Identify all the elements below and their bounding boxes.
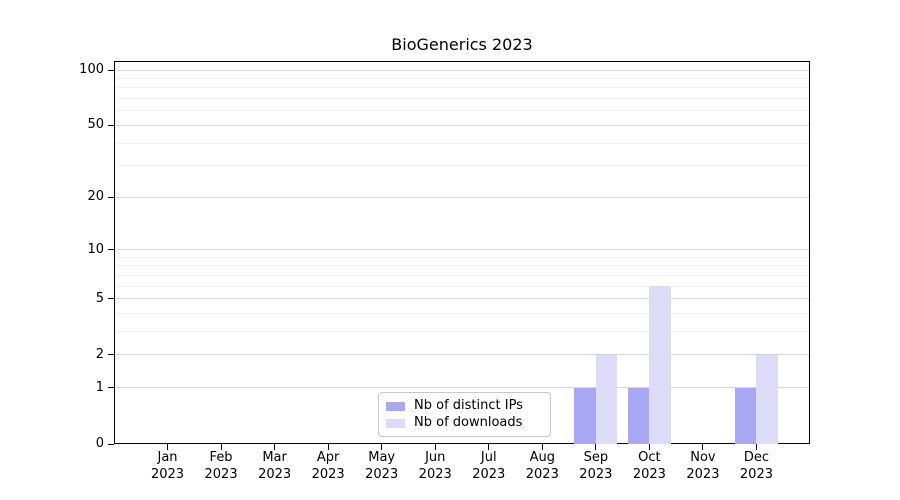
legend-swatch-downloads — [386, 418, 405, 428]
y-gridline-major — [115, 354, 809, 356]
y-gridline-minor — [115, 275, 809, 277]
y-tick-label: 5 — [95, 290, 104, 306]
y-tick-label: 2 — [95, 346, 104, 362]
y-gridline-minor — [115, 331, 809, 333]
chart-title: BioGenerics 2023 — [391, 35, 533, 54]
y-gridline-minor — [115, 78, 809, 80]
y-gridline-major — [115, 124, 809, 126]
x-tick-mark — [595, 444, 597, 450]
x-tick-label: Aug 2023 — [525, 450, 559, 482]
y-tick-mark — [108, 387, 114, 389]
legend: Nb of distinct IPs Nb of downloads — [378, 392, 551, 437]
x-tick-label: Jul 2023 — [472, 450, 506, 482]
x-tick-label: Dec 2023 — [739, 450, 773, 482]
y-tick-label: 50 — [87, 117, 104, 133]
y-gridline-minor — [115, 313, 809, 315]
y-gridline-minor — [115, 87, 809, 89]
y-gridline-minor — [115, 110, 809, 112]
bar-distinct-ips — [734, 387, 757, 444]
x-tick-mark — [274, 444, 276, 450]
bar-downloads — [595, 354, 618, 444]
bar-downloads — [756, 354, 778, 444]
bar-distinct-ips — [574, 387, 596, 444]
y-gridline-major — [115, 196, 809, 198]
y-gridline-minor — [115, 142, 809, 144]
y-tick-mark — [108, 443, 114, 445]
x-tick-mark — [434, 444, 436, 450]
y-tick-mark — [108, 124, 114, 126]
bar-downloads — [649, 286, 671, 444]
x-tick-mark — [541, 444, 543, 450]
y-tick-label: 1 — [95, 379, 104, 395]
y-gridline-major — [115, 249, 809, 251]
y-tick-mark — [108, 354, 114, 356]
y-gridline-major — [115, 69, 809, 71]
x-tick-mark — [755, 444, 757, 450]
x-tick-label: Mar 2023 — [258, 450, 292, 482]
legend-item-downloads: Nb of downloads — [386, 415, 542, 431]
y-tick-label: 0 — [95, 436, 104, 451]
x-tick-mark — [327, 444, 329, 450]
y-gridline-minor — [115, 265, 809, 267]
y-tick-label: 20 — [87, 189, 104, 205]
bar-distinct-ips — [627, 387, 650, 444]
x-tick-mark — [488, 444, 490, 450]
y-tick-mark — [108, 196, 114, 198]
legend-swatch-distinct-ips — [386, 401, 405, 411]
y-tick-mark — [108, 249, 114, 251]
x-tick-label: Jan 2023 — [150, 450, 185, 482]
y-gridline-minor — [115, 256, 809, 258]
plot-area — [114, 61, 810, 444]
y-gridline-minor — [115, 285, 809, 287]
x-tick-label: Nov 2023 — [686, 450, 720, 482]
y-gridline-major — [115, 387, 809, 389]
x-tick-mark — [167, 444, 169, 450]
y-tick-label: 10 — [87, 241, 104, 257]
x-tick-label: Sep 2023 — [579, 450, 613, 482]
x-tick-mark — [220, 444, 222, 450]
y-gridline-minor — [115, 165, 809, 167]
x-tick-label: Jun 2023 — [418, 450, 452, 482]
x-tick-label: Apr 2023 — [311, 450, 345, 482]
x-tick-label: Feb 2023 — [204, 450, 238, 482]
y-tick-mark — [108, 298, 114, 300]
legend-item-distinct-ips: Nb of distinct IPs — [386, 398, 542, 414]
y-tick-label: 100 — [79, 62, 104, 78]
x-tick-mark — [702, 444, 704, 450]
legend-label-distinct-ips: Nb of distinct IPs — [414, 398, 523, 413]
y-gridline-major — [115, 298, 809, 300]
x-tick-mark — [381, 444, 383, 450]
x-tick-label: Oct 2023 — [632, 450, 666, 482]
y-tick-mark — [108, 69, 114, 71]
x-tick-mark — [648, 444, 650, 450]
legend-label-downloads: Nb of downloads — [414, 415, 523, 430]
y-gridline-minor — [115, 98, 809, 100]
x-tick-label: May 2023 — [365, 450, 399, 482]
